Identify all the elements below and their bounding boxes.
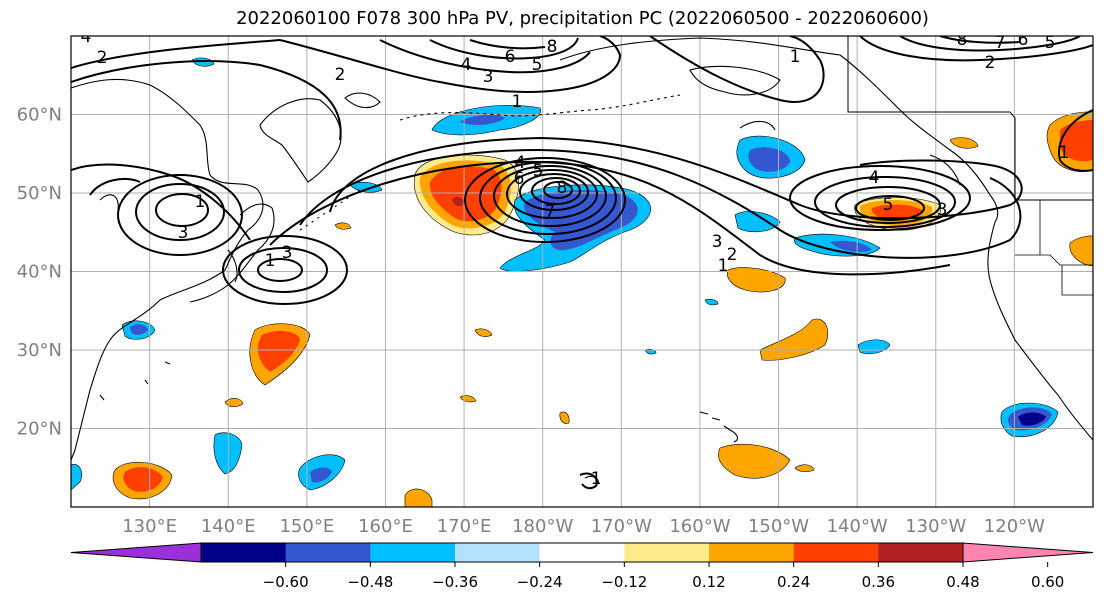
latitude-labels: 60°N 50°N 40°N 30°N 20°N: [17, 105, 62, 440]
colorbar-extend-low: [70, 542, 202, 563]
contour-label: 1: [195, 192, 206, 212]
contour-label: 4: [81, 27, 92, 47]
contour-label: 8: [547, 37, 558, 57]
contour-label: 2: [985, 53, 996, 73]
colorbar-tick-label: 0.60: [1031, 573, 1064, 591]
contour-label: 1: [1059, 143, 1070, 163]
contour-label: 3: [712, 232, 723, 252]
colorbar-segment: [370, 543, 456, 562]
lon-tick-label: 140°W: [827, 516, 888, 537]
colorbar-segment: [201, 543, 287, 562]
contour-label: 3: [178, 223, 189, 243]
colorbar-tick-label: 0.36: [862, 573, 895, 591]
colorbar-segment: [624, 543, 710, 562]
contour-label: 4: [461, 55, 472, 75]
colorbar-tick-label: −0.24: [517, 573, 563, 591]
colorbar-tick-label: −0.12: [601, 573, 647, 591]
lat-tick-label: 20°N: [17, 419, 62, 440]
colorbar-tick-label: −0.36: [432, 573, 478, 591]
lon-tick-label: 140°E: [201, 516, 256, 537]
contour-label: 1: [790, 47, 801, 67]
colorbar-tick-label: −0.48: [347, 573, 393, 591]
colorbar-segment: [455, 543, 541, 562]
lon-tick-label: 160°W: [669, 516, 730, 537]
colorbar-segment: [539, 543, 625, 562]
contour-label: 1: [265, 251, 276, 271]
contour-label: 2: [97, 48, 108, 68]
contour-label: 2: [335, 65, 346, 85]
contour-label: 6: [514, 169, 525, 189]
colorbar-extend-high: [962, 542, 1094, 563]
contour-label: 1: [591, 469, 602, 489]
lat-tick-label: 60°N: [17, 105, 62, 126]
contour-label: 5: [532, 55, 543, 75]
contour-label: 7: [995, 33, 1006, 53]
contour-label: 3: [483, 67, 494, 87]
contour-label: 5: [1045, 33, 1056, 53]
lon-tick-label: 150°E: [279, 516, 334, 537]
lon-tick-label: 170°E: [437, 516, 492, 537]
colorbar-segment: [709, 543, 795, 562]
colorbar-tick-label: 0.48: [946, 573, 979, 591]
colorbar-segment: [878, 543, 964, 562]
contour-label: 3: [282, 243, 293, 263]
contour-label: 5: [883, 195, 894, 215]
colorbar-tick-label: 0.12: [692, 573, 725, 591]
colorbar-segment: [793, 543, 879, 562]
contour-label: 8: [557, 178, 568, 198]
contour-label: 1: [718, 256, 729, 276]
pv-contours: [71, 36, 1093, 490]
contour-label: 2: [727, 245, 738, 265]
contour-label: 4: [869, 168, 880, 188]
colorbar-segment: [285, 543, 371, 562]
contour-label: 6: [505, 47, 516, 67]
lon-tick-label: 120°W: [984, 516, 1045, 537]
contour-label: 4: [515, 153, 526, 173]
contour-label: 8: [957, 30, 968, 50]
lon-tick-label: 150°W: [748, 516, 809, 537]
lon-tick-label: 160°E: [358, 516, 413, 537]
lat-tick-label: 40°N: [17, 262, 62, 283]
colorbar-tick-label: 0.24: [777, 573, 810, 591]
contour-label: 3: [937, 200, 948, 220]
coastlines: [71, 36, 1093, 485]
contour-label: 6: [1018, 30, 1029, 50]
contour-label: 7: [545, 202, 556, 222]
map-title: 2022060100 F078 300 hPa PV, precipitatio…: [236, 8, 929, 29]
lat-tick-label: 50°N: [17, 183, 62, 204]
lat-tick-label: 30°N: [17, 340, 62, 361]
precip-shading: [71, 57, 1093, 507]
lon-tick-label: 130°E: [122, 516, 177, 537]
contour-label: 5: [533, 161, 544, 181]
colorbar: −0.60 −0.48 −0.36 −0.24 −0.12 0.12 0.24 0.36 0.4…: [70, 542, 1094, 591]
colorbar-tick-label: −0.60: [263, 573, 309, 591]
longitude-labels: 130°E 140°E 150°E 160°E 170°E 180°W 170°W 160°W…: [122, 516, 1045, 537]
contour-label: 1: [512, 92, 523, 112]
map-frame: [70, 35, 1094, 508]
lon-tick-label: 130°W: [905, 516, 966, 537]
lon-tick-label: 170°W: [591, 516, 652, 537]
lon-tick-label: 180°W: [512, 516, 573, 537]
